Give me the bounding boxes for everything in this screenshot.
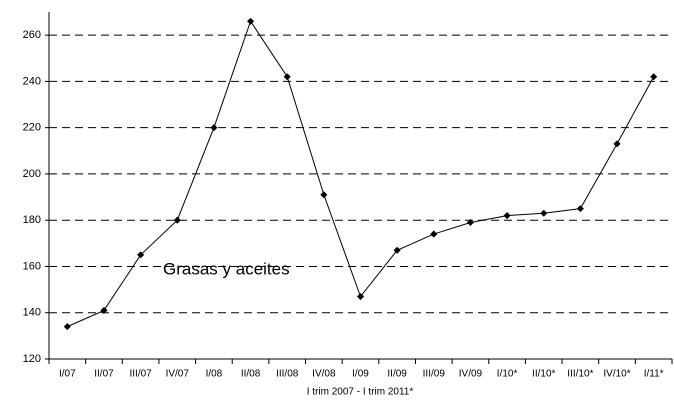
x-tick-label: III/07: [129, 369, 152, 380]
data-point: [466, 218, 474, 227]
x-tick-label: IV/08: [312, 369, 336, 380]
data-point: [283, 73, 291, 81]
data-point: [503, 212, 511, 220]
x-tick-label: I/09: [352, 369, 369, 380]
x-tick-label: II/08: [241, 369, 261, 380]
y-tick-label: 160: [23, 260, 41, 272]
y-tick-label: 260: [23, 29, 41, 41]
data-point: [393, 246, 401, 254]
x-tick-label: I/11*: [644, 369, 664, 380]
x-tick-label: IV/10*: [603, 369, 630, 380]
x-tick-label: II/10*: [532, 369, 555, 380]
data-point: [247, 17, 255, 25]
x-tick-label: III/10*: [567, 369, 593, 380]
y-tick-label: 140: [23, 307, 41, 319]
x-axis-label: I trim 2007 - I trim 2011*: [307, 387, 414, 398]
y-tick-label: 180: [23, 214, 41, 226]
data-point: [540, 209, 548, 217]
y-tick-label: 240: [23, 75, 41, 87]
data-point: [356, 293, 365, 301]
data-point: [137, 251, 145, 259]
data-point: [650, 73, 658, 81]
x-tick-label: III/09: [423, 369, 446, 380]
y-tick-label: 120: [23, 353, 41, 365]
x-tick-label: IV/09: [459, 369, 483, 380]
y-tick-label: 200: [23, 168, 41, 180]
data-point: [210, 124, 218, 132]
x-tick-label: I/08: [206, 369, 223, 380]
y-tick-label: 220: [23, 122, 41, 134]
data-point: [576, 205, 584, 213]
x-tick-label: II/09: [387, 369, 407, 380]
data-point: [430, 230, 438, 238]
data-point: [320, 191, 328, 199]
data-point: [173, 216, 181, 224]
series-annotation: Grasas y aceites: [163, 259, 290, 278]
x-tick-label: I/07: [59, 369, 76, 380]
data-point: [100, 306, 108, 314]
data-point: [613, 140, 621, 148]
data-point: [63, 323, 71, 331]
x-tick-label: II/07: [94, 369, 114, 380]
x-tick-label: IV/07: [166, 369, 190, 380]
x-tick-label: I/10*: [497, 369, 518, 380]
x-tick-label: III/08: [276, 369, 299, 380]
